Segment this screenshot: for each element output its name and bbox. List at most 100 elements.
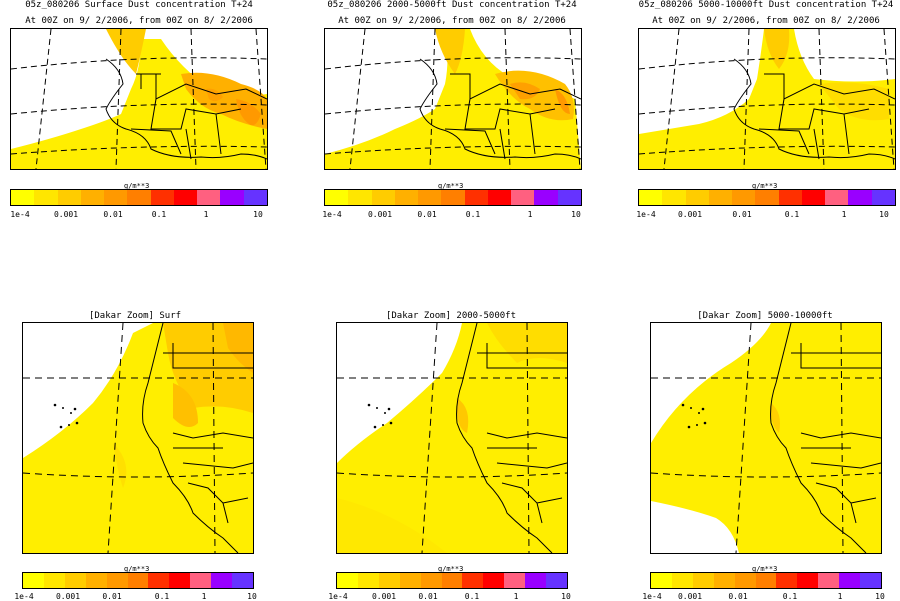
colorbar-swatch-10 [220,190,244,205]
colorbar-swatch-5 [104,190,128,205]
map-graphic [651,323,881,553]
colorbar-tick: 0.1 [465,210,481,219]
panel-title: 05z_080206 2000-5000ft Dust concentratio… [327,0,577,10]
colorbar-swatch-4 [713,573,735,588]
colorbar-swatch-6 [441,573,463,588]
colorbar-tick: 10 [253,210,263,219]
colorbar-swatch-9 [197,190,221,205]
colorbar [10,189,268,206]
colorbar-swatch-3 [685,190,709,205]
colorbar-tick: 1e-4 [322,210,342,219]
colorbar-swatch-7 [462,573,484,588]
dust-map [10,28,268,170]
colorbar-tick: 10 [875,592,885,601]
colorbar-swatch-3 [378,573,400,588]
panel-title: [Dakar Zoom] 5000-10000ft [697,311,833,321]
colorbar-tick: 0.001 [367,210,393,219]
colorbar-swatch-4 [80,190,105,205]
colorbar-swatch-6 [127,573,149,588]
colorbar-swatch-5 [734,573,756,588]
panel-subtitle: At 00Z on 9/ 2/2006, from 00Z on 8/ 2/20… [338,16,566,26]
colorbar [336,572,568,589]
panel-5000-10000ft: 05z_080206 5000-10000ft Dust concentrati… [634,0,898,225]
colorbar-swatch-5 [418,190,442,205]
colorbar-swatch-8 [483,573,505,588]
colorbar-swatch-7 [778,190,802,205]
colorbar-swatch-10 [848,190,872,205]
map-graphic [337,323,567,553]
colorbar-swatch-5 [106,573,128,588]
colorbar-swatch-8 [797,573,819,588]
colorbar-tick: 1 [841,210,847,219]
colorbar-tick: 1 [203,210,209,219]
colorbar-swatch-1 [23,573,44,588]
colorbar-tick: 0.01 [103,210,123,219]
colorbar-swatch-8 [169,573,191,588]
colorbar-swatch-6 [127,190,151,205]
colorbar [324,189,582,206]
colorbar-tick: 1 [513,592,519,601]
panel-title: [Dakar Zoom] 2000-5000ft [385,311,517,321]
colorbar-swatch-8 [173,190,198,205]
panel-subtitle: At 00Z on 9/ 2/2006, from 00Z on 8/ 2/20… [25,16,253,26]
colorbar-tick: 0.001 [677,210,703,219]
colorbar-unit: g/m**3 [752,565,778,573]
colorbar-tick: 0.001 [55,592,81,601]
colorbar-swatch-2 [43,573,65,588]
colorbar-swatch-1 [639,190,663,205]
colorbar-swatch-4 [394,190,419,205]
colorbar-unit: g/m**3 [438,182,464,190]
colorbar-unit: g/m**3 [124,182,150,190]
colorbar-tick: 0.01 [418,592,438,601]
colorbar-swatch-7 [148,573,170,588]
colorbar-swatch-11 [860,573,881,588]
colorbar [650,572,882,589]
dust-map [324,28,582,170]
colorbar-swatch-3 [692,573,714,588]
colorbar-tick: 1e-4 [636,210,656,219]
panel-title: 05z_080206 5000-10000ft Dust concentrati… [638,0,894,10]
colorbar-tick: 0.1 [782,592,798,601]
colorbar-swatch-11 [243,190,267,205]
map-graphic [325,29,581,169]
colorbar-swatch-2 [671,573,693,588]
colorbar-tick: 1 [527,210,533,219]
colorbar-swatch-5 [420,573,442,588]
colorbar-swatch-9 [504,573,526,588]
map-graphic [23,323,253,553]
colorbar-tick: 0.1 [784,210,800,219]
map-graphic [639,29,895,169]
colorbar-swatch-1 [11,190,35,205]
colorbar-tick: 10 [561,592,571,601]
colorbar-swatch-1 [325,190,349,205]
colorbar-tick: 0.1 [151,210,167,219]
colorbar-tick: 0.001 [371,592,397,601]
colorbar-swatch-11 [232,573,253,588]
colorbar-tick: 10 [879,210,889,219]
dust-map [22,322,254,554]
panel-title: 05z_080206 Surface Dust concentration T+… [25,0,253,10]
colorbar [22,572,254,589]
colorbar-swatch-6 [441,190,465,205]
colorbar-swatch-11 [546,573,567,588]
colorbar-tick: 0.1 [464,592,480,601]
panel-title: [Dakar Zoom] Surf [88,311,182,321]
colorbar-swatch-4 [399,573,421,588]
colorbar-tick: 10 [247,592,257,601]
colorbar-tick: 10 [571,210,581,219]
dust-map [638,28,896,170]
colorbar-swatch-2 [348,190,372,205]
panel-2000-5000ft: 05z_080206 2000-5000ft Dust concentratio… [320,0,584,225]
colorbar-swatch-8 [801,190,826,205]
colorbar-swatch-6 [755,190,779,205]
colorbar-swatch-4 [708,190,733,205]
colorbar-tick: 1e-4 [328,592,348,601]
colorbar-swatch-10 [211,573,233,588]
colorbar-tick: 0.1 [154,592,170,601]
colorbar-unit: g/m**3 [438,565,464,573]
colorbar-swatch-3 [371,190,395,205]
colorbar-swatch-9 [825,190,849,205]
colorbar-unit: g/m**3 [124,565,150,573]
colorbar-swatch-8 [487,190,512,205]
colorbar-swatch-10 [839,573,861,588]
